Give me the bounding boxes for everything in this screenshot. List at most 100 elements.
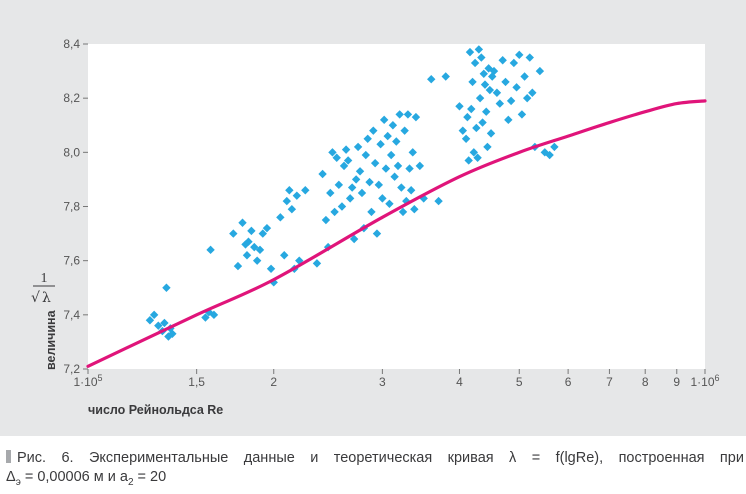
scatter-point <box>393 161 403 171</box>
scatter-point <box>483 142 492 152</box>
x-tick-label: 8 <box>642 375 649 389</box>
x-tick-label: 1·106 <box>690 373 719 389</box>
caption-word: 6. <box>61 450 74 466</box>
x-tick-label-main: 6 <box>565 375 572 389</box>
y-tick-label: 8,2 <box>63 91 80 105</box>
figure-caption: Рис. 6. Экспериментальные данные и теоретичес… <box>6 449 744 492</box>
scatter-point <box>233 261 243 271</box>
scatter-point <box>506 96 516 106</box>
x-tick-label-main: 1,5 <box>188 375 205 389</box>
x-tick-label-main: 8 <box>642 375 649 389</box>
scatter-point <box>258 229 267 238</box>
scatter-point <box>332 153 341 162</box>
scatter-point <box>244 237 253 246</box>
scatter-point <box>206 245 215 255</box>
scatter-point <box>386 150 396 160</box>
scatter-point <box>392 137 401 146</box>
scatter-point <box>209 310 219 320</box>
scatter-point <box>522 93 532 103</box>
x-tick-label: 6 <box>565 375 572 389</box>
caption-line-1: Рис. 6. Экспериментальные данные и теоретичес… <box>6 449 744 468</box>
scatter-point <box>395 110 404 119</box>
scatter-point <box>365 177 374 187</box>
scatter-point <box>280 251 289 260</box>
caption-delta: Δ <box>6 469 16 485</box>
scatter-point <box>489 66 499 76</box>
scatter-point <box>479 69 488 78</box>
scatter-point <box>509 58 519 68</box>
scatter-point <box>341 145 351 154</box>
scatter-point <box>242 251 252 260</box>
scatter-point <box>427 75 436 84</box>
scatter-point <box>515 50 524 60</box>
x-tick-label: 9 <box>673 375 680 389</box>
y-axis-label-symbol: λ <box>42 290 51 306</box>
x-tick-label-main: 4 <box>456 375 463 389</box>
scatter-point <box>351 175 361 184</box>
scatter-point <box>345 194 355 203</box>
scatter-point <box>318 169 327 179</box>
scatter-point <box>154 321 163 330</box>
scatter-point <box>276 213 285 222</box>
scatter-point <box>149 310 159 320</box>
caption-word-text: Рис. <box>17 450 47 466</box>
x-tick-label: 2 <box>270 375 277 389</box>
chart: 7,27,47,67,88,08,28,4 1·105 1,5 2 3 4 5 6 7 8 9 1·… <box>31 37 720 417</box>
scatter-point <box>482 107 491 116</box>
scatter-point <box>390 172 399 181</box>
scatter-point <box>361 150 371 160</box>
y-tick-label: 7,2 <box>63 362 80 376</box>
scatter-point <box>501 77 510 87</box>
scatter-point <box>480 80 490 89</box>
scatter-point <box>247 226 256 236</box>
scatter-point <box>328 148 337 157</box>
scatter-point <box>347 183 357 192</box>
y-tick-label: 8,0 <box>63 145 80 159</box>
scatter-point <box>397 183 406 192</box>
scatter-point <box>321 215 331 225</box>
scatter-point <box>520 72 529 81</box>
caption-word: данные <box>243 450 295 466</box>
x-axis: 1·105 1,5 2 3 4 5 6 7 8 9 1·106 <box>73 369 720 389</box>
scatter-point <box>478 118 487 127</box>
x-tick-label: 7 <box>606 375 613 389</box>
scatter-point <box>405 164 414 173</box>
scatter-point <box>252 256 262 265</box>
caption-word: f(lgRe), <box>555 450 604 466</box>
scatter-point <box>517 110 527 119</box>
scatter-point <box>434 196 443 206</box>
scatter-point <box>525 53 534 62</box>
scatter-point <box>363 134 372 143</box>
scatter-point <box>464 156 473 165</box>
scatter-point <box>353 142 363 152</box>
scatter-point <box>238 218 247 227</box>
caption-word: кривая <box>447 450 494 466</box>
scatter-point <box>337 202 347 211</box>
scatter-point <box>403 110 413 119</box>
scatter-point <box>250 242 259 252</box>
caption-word: Рис. <box>6 449 46 468</box>
scatter-point <box>477 53 486 62</box>
scatter-point <box>472 123 481 133</box>
scatter-point <box>370 158 380 168</box>
scatter-point <box>441 72 450 81</box>
x-tick-label-main: 1·10 <box>73 375 97 389</box>
caption-sub-2: 2 <box>127 476 134 488</box>
theoretical-curve <box>86 99 707 368</box>
scatter-point <box>485 85 495 95</box>
scatter-point <box>204 307 214 317</box>
scatter-point <box>374 180 383 190</box>
scatter-point <box>486 129 496 138</box>
caption-word: построенная <box>618 450 705 466</box>
scatter-point <box>349 234 359 244</box>
scatter-point <box>458 126 467 135</box>
scatter-point <box>388 121 398 130</box>
scatter-point <box>255 245 265 255</box>
scatter-point <box>282 196 292 206</box>
scatter-point <box>301 186 310 195</box>
scatter-point <box>369 126 378 135</box>
scatter-point <box>468 77 477 87</box>
scatter-point <box>372 229 382 238</box>
scatter-point <box>398 207 408 217</box>
